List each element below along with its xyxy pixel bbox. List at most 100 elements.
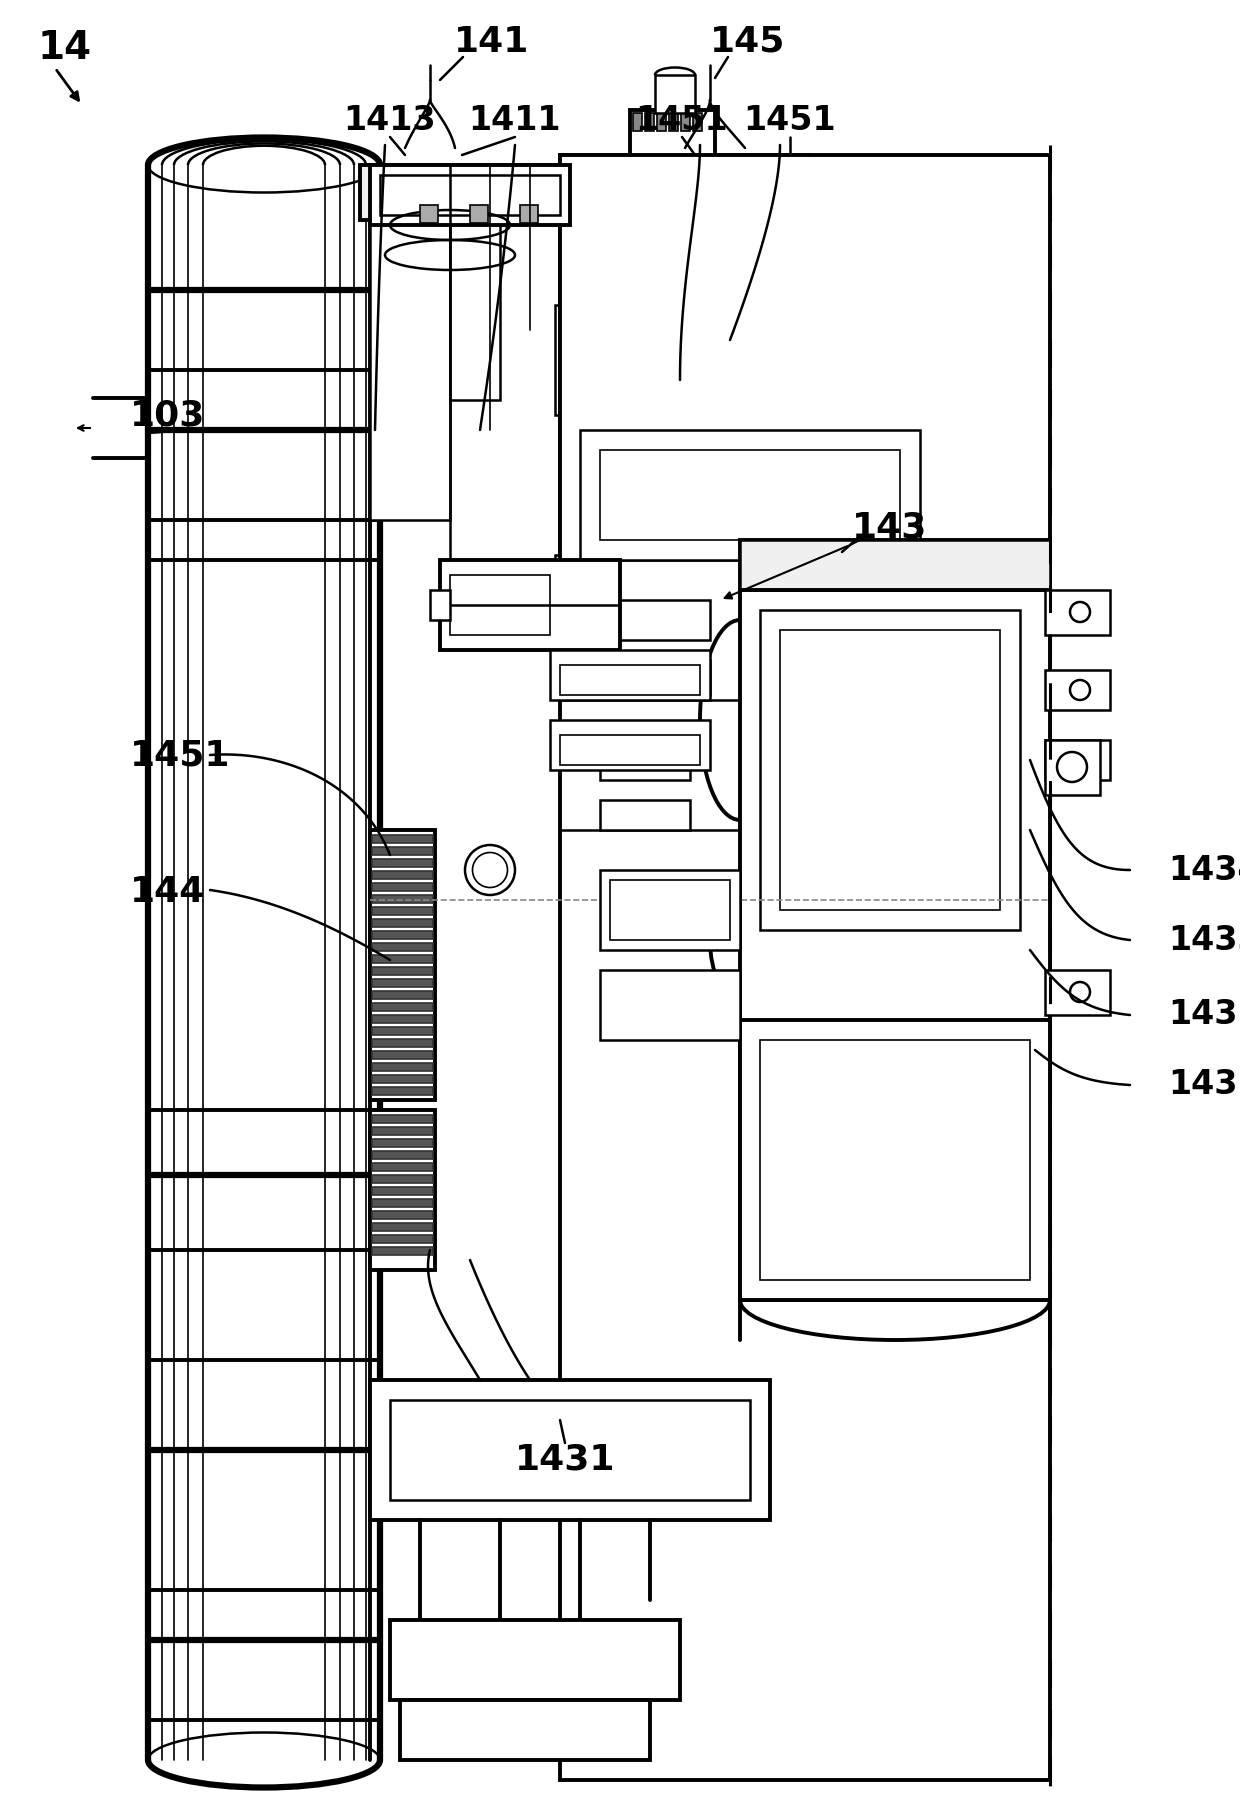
Bar [560, 156, 1050, 1779]
Bar [372, 1015, 433, 1024]
Bar [430, 591, 450, 620]
Text: 1451: 1451 [130, 737, 231, 772]
Bar [450, 219, 500, 400]
Text: 1431: 1431 [515, 1442, 615, 1477]
Bar [372, 859, 433, 866]
Bar [440, 560, 620, 651]
Bar [740, 540, 1050, 591]
Bar [560, 573, 588, 582]
Bar [556, 554, 593, 665]
Bar [657, 112, 666, 130]
Bar [372, 882, 433, 892]
Bar [372, 895, 433, 902]
Bar [670, 112, 678, 130]
Bar [560, 583, 588, 593]
Bar [420, 205, 438, 223]
Bar [1045, 591, 1110, 634]
Text: 1434: 1434 [1168, 853, 1240, 886]
Bar [600, 801, 689, 830]
Bar [560, 560, 588, 569]
Text: 145: 145 [711, 25, 786, 60]
Bar [372, 1174, 433, 1183]
Bar [372, 1114, 433, 1123]
Bar [560, 620, 588, 629]
Bar [370, 165, 570, 225]
Bar [372, 1236, 433, 1243]
Bar [632, 112, 642, 130]
Bar [1045, 969, 1110, 1015]
Bar [372, 1027, 433, 1035]
Bar [401, 1700, 650, 1759]
Bar [470, 205, 489, 223]
Bar [600, 969, 740, 1040]
Bar [372, 1247, 433, 1256]
Bar [372, 1087, 433, 1094]
Bar [560, 370, 588, 379]
Text: 1435: 1435 [1168, 998, 1240, 1031]
Bar [372, 1223, 433, 1230]
Bar [560, 643, 588, 652]
Bar [560, 333, 588, 342]
Bar [372, 1210, 433, 1219]
Bar [360, 165, 689, 219]
Bar [551, 719, 711, 770]
Bar [372, 1163, 433, 1171]
Bar [600, 750, 689, 779]
Bar [372, 908, 433, 915]
Bar [590, 600, 711, 640]
Bar [560, 596, 588, 605]
Bar [1045, 739, 1100, 795]
Bar [372, 955, 433, 962]
Bar [370, 219, 450, 520]
Bar [590, 660, 711, 696]
Bar [740, 1020, 1050, 1299]
Bar [560, 310, 588, 319]
Bar [560, 156, 810, 554]
Circle shape [1070, 982, 1090, 1002]
Bar [780, 631, 999, 910]
Bar [372, 978, 433, 988]
Text: 141: 141 [454, 25, 529, 60]
Text: 1451: 1451 [636, 103, 728, 136]
Bar [372, 942, 433, 951]
Circle shape [1070, 602, 1090, 622]
Bar [580, 429, 920, 560]
Bar [560, 393, 588, 402]
Bar [560, 382, 588, 391]
Bar [1045, 739, 1110, 779]
Bar [372, 968, 433, 975]
Bar [372, 1140, 433, 1147]
Bar [560, 359, 588, 368]
Text: 1433: 1433 [1168, 924, 1240, 957]
Bar [560, 632, 588, 641]
Text: 143: 143 [852, 511, 928, 545]
Bar [560, 665, 701, 696]
Bar [600, 449, 900, 540]
Bar [372, 1064, 433, 1071]
Bar [372, 1075, 433, 1084]
Bar [370, 830, 435, 1100]
Bar [372, 1151, 433, 1160]
Bar [610, 881, 730, 940]
Text: 1432: 1432 [1168, 1069, 1240, 1102]
Bar [630, 111, 715, 159]
Text: 1413: 1413 [343, 103, 436, 136]
Circle shape [1070, 750, 1090, 770]
Bar [372, 1127, 433, 1134]
Text: 103: 103 [130, 399, 206, 431]
Bar [760, 611, 1021, 930]
Text: 1411: 1411 [469, 103, 562, 136]
Bar [560, 736, 701, 765]
Bar [379, 176, 560, 216]
Bar [372, 846, 433, 855]
Bar [556, 304, 593, 415]
Bar [372, 1187, 433, 1194]
Bar [450, 574, 551, 634]
Bar [372, 1200, 433, 1207]
Bar [645, 112, 653, 130]
Bar [372, 991, 433, 998]
Bar [520, 205, 538, 223]
Bar [372, 1038, 433, 1047]
Bar [391, 1401, 750, 1500]
Bar [810, 284, 866, 426]
